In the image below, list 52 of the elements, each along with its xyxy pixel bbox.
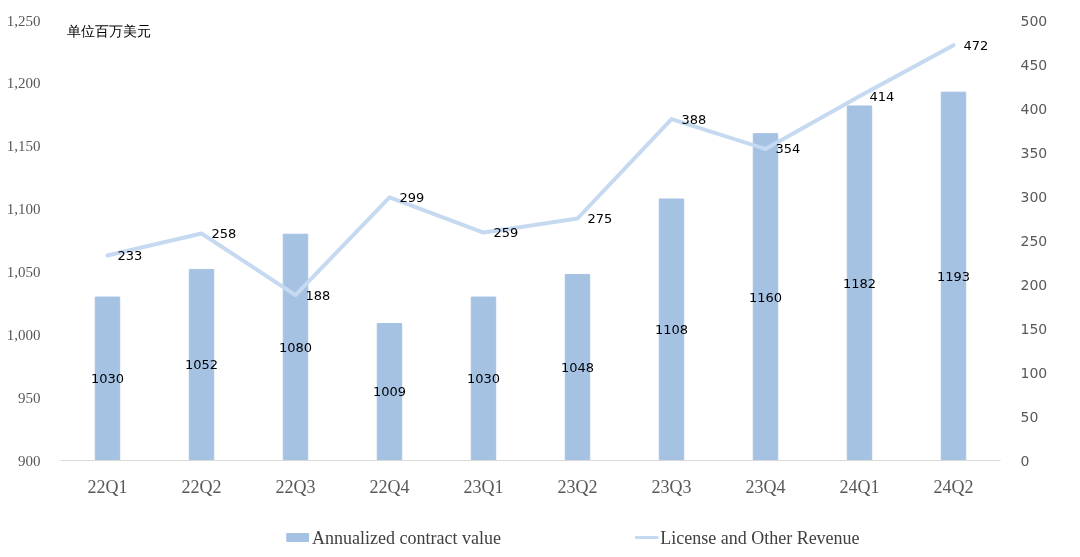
y2-tick-label: 0 [1020,452,1030,469]
data-label: 1108 [654,322,689,338]
data-label: 275 [587,211,613,226]
legend-label: License and Other Revenue [660,527,860,548]
x-tick-label: 22Q1 [87,476,128,497]
y-tick-label: 1,150 [6,138,41,155]
data-label: 1009 [372,384,407,400]
y-tick-label: 1,050 [6,263,41,280]
x-tick-label: 24Q1 [839,476,880,497]
data-label: 1080 [278,339,313,355]
y-tick-label: 1,250 [6,12,41,29]
x-tick-label: 23Q1 [463,476,504,497]
data-label: 388 [681,111,707,127]
x-tick-label: 22Q4 [369,476,410,497]
y2-tick-label: 150 [1020,320,1048,337]
data-label: 1030 [466,371,501,387]
data-label: 1193 [936,268,971,284]
data-label: 1048 [560,359,595,375]
data-label: 1030 [90,371,125,387]
y2-tick-label: 200 [1020,276,1048,293]
y2-tick-label: 250 [1020,232,1048,249]
data-label: 188 [305,287,331,303]
data-label: 233 [117,247,143,263]
y2-tick-label: 450 [1020,56,1048,73]
x-tick-label: 22Q3 [275,476,316,497]
x-tick-label: 23Q4 [745,476,786,497]
data-label: 299 [399,189,425,205]
x-tick-label: 24Q2 [933,476,974,497]
y2-tick-label: 400 [1020,100,1048,117]
data-label: 259 [493,225,519,241]
y2-tick-label: 100 [1020,364,1048,381]
x-tick-label: 23Q3 [651,476,692,497]
y2-tick-label: 500 [1020,12,1048,29]
y-tick-label: 1,100 [6,201,41,218]
y-tick-label: 900 [18,452,41,469]
data-label: 354 [775,141,801,157]
data-label: 1182 [842,275,877,291]
data-label: 472 [963,37,989,53]
y2-tick-label: 50 [1020,408,1039,425]
legend-label: Annualized contract value [312,527,501,548]
x-tick-label: 22Q2 [181,476,222,497]
data-label: 414 [869,88,895,104]
y-tick-label: 1,200 [6,75,41,92]
y-tick-label: 950 [18,389,41,406]
y-tick-label: 1,000 [6,326,41,343]
y2-tick-label: 350 [1020,144,1048,161]
data-label: 1160 [748,289,783,305]
y-axis-title: 单位百万美元 [66,22,151,39]
data-label: 258 [211,225,237,241]
x-tick-label: 23Q2 [557,476,598,497]
y2-tick-label: 300 [1020,188,1048,205]
data-label: 1052 [184,357,219,373]
